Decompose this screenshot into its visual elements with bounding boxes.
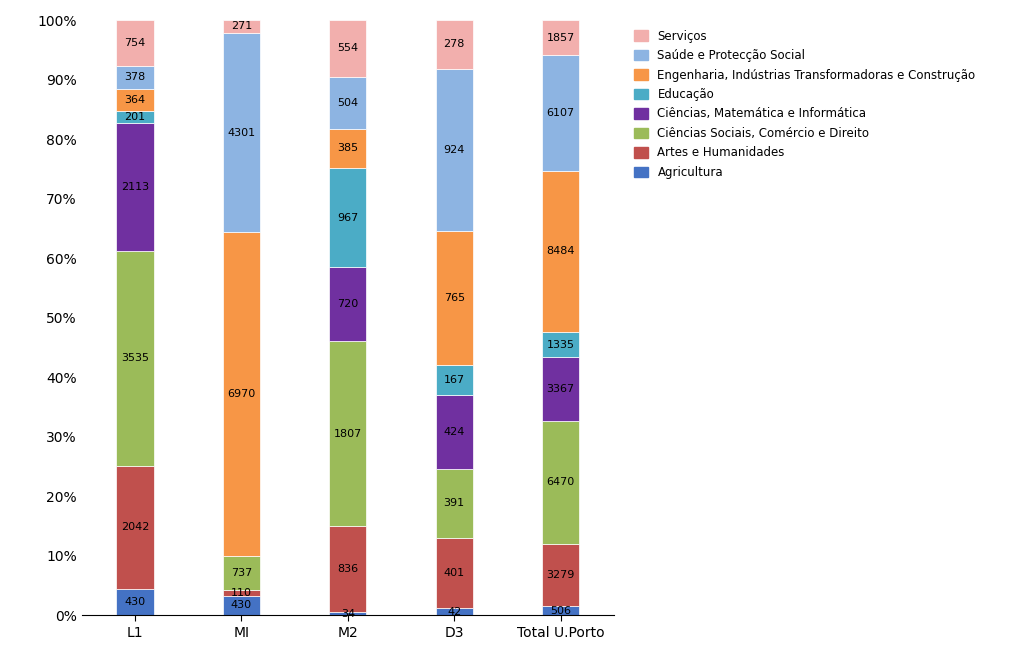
Text: 967: 967 [338,213,358,223]
Text: 504: 504 [338,98,358,108]
Text: 754: 754 [125,38,145,48]
Bar [117,111,153,123]
Text: 430: 430 [125,597,145,607]
Text: 110: 110 [231,588,252,598]
Bar [223,232,260,556]
Bar [117,589,153,615]
Bar [329,77,366,128]
Text: 364: 364 [125,95,145,105]
Bar [436,20,473,69]
Bar [436,69,473,231]
Bar [542,421,579,544]
Text: 42: 42 [447,607,461,617]
Bar [117,123,153,251]
Text: 424: 424 [444,427,464,437]
Text: 2042: 2042 [121,522,149,533]
Text: 271: 271 [231,21,252,31]
Text: 506: 506 [550,605,571,615]
Bar [436,538,473,608]
Bar [436,395,473,469]
Bar [329,168,366,267]
Bar [436,231,473,365]
Text: 34: 34 [341,609,355,619]
Text: 737: 737 [231,568,252,578]
Bar [436,608,473,615]
Text: 836: 836 [338,564,358,574]
Bar [329,527,366,612]
Text: 3279: 3279 [546,570,575,580]
Text: 385: 385 [338,143,358,153]
Bar [223,33,260,232]
Bar [436,469,473,538]
Bar [117,66,153,89]
Bar [117,89,153,111]
Text: 201: 201 [125,112,145,122]
Bar [542,332,579,357]
Text: 3535: 3535 [121,353,149,363]
Text: 6970: 6970 [227,389,256,399]
Text: 167: 167 [444,375,464,385]
Bar [329,128,366,168]
Bar [542,171,579,332]
Bar [542,20,579,56]
Text: 720: 720 [338,299,358,309]
Text: 1807: 1807 [333,429,362,439]
Text: 765: 765 [444,293,464,303]
Legend: Serviços, Saúde e Protecção Social, Engenharia, Indústrias Transformadoras e Con: Serviços, Saúde e Protecção Social, Enge… [630,26,979,183]
Bar [542,544,579,606]
Bar [329,612,366,615]
Bar [223,591,260,595]
Text: 2113: 2113 [121,182,149,192]
Bar [329,20,366,77]
Text: 401: 401 [444,568,464,578]
Bar [542,56,579,171]
Text: 1335: 1335 [546,340,575,350]
Bar [117,20,153,66]
Text: 378: 378 [125,72,145,82]
Text: 278: 278 [444,39,464,50]
Bar [117,466,153,589]
Text: 391: 391 [444,498,464,508]
Bar [223,595,260,615]
Text: 3367: 3367 [546,384,575,394]
Bar [542,357,579,421]
Bar [436,365,473,395]
Text: 554: 554 [338,43,358,54]
Text: 924: 924 [444,145,464,155]
Bar [117,251,153,466]
Text: 430: 430 [231,601,252,611]
Text: 6470: 6470 [546,478,575,488]
Bar [223,556,260,591]
Text: 6107: 6107 [546,108,575,118]
Text: 8484: 8484 [546,246,575,256]
Text: 4301: 4301 [227,128,256,138]
Bar [542,606,579,615]
Bar [223,20,260,33]
Bar [329,267,366,341]
Text: 1857: 1857 [546,33,575,43]
Bar [329,341,366,527]
